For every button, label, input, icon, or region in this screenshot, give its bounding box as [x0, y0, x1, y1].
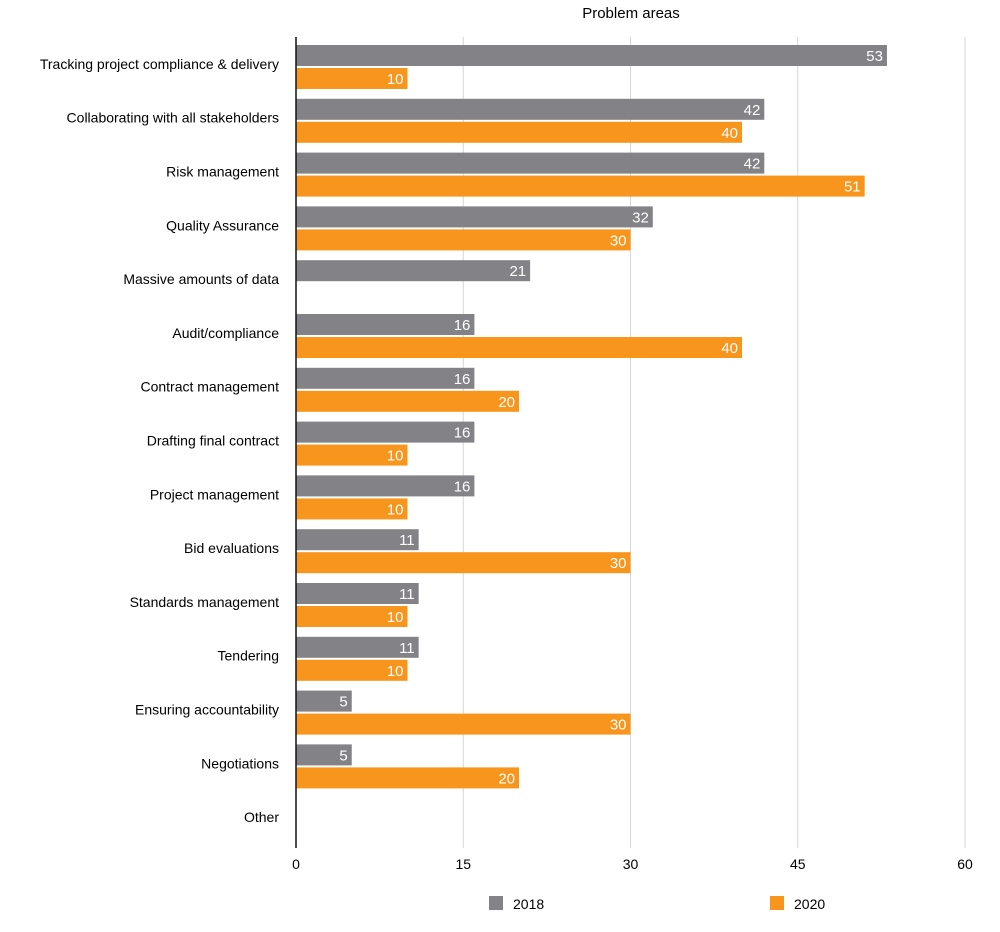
- category-label: Collaborating with all stakeholders: [67, 110, 279, 126]
- category-label: Audit/compliance: [172, 325, 279, 341]
- category-label: Other: [244, 809, 279, 825]
- category-label: Risk management: [166, 164, 279, 180]
- bar-2020: [296, 229, 631, 251]
- bar-2020: [296, 659, 408, 681]
- bar-2018: [296, 690, 352, 712]
- bar-2018: [296, 314, 475, 335]
- category-label: Ensuring accountability: [135, 702, 279, 718]
- legend: 2018 2020: [489, 896, 825, 912]
- bar-2018: [296, 475, 475, 497]
- bar-2020: [296, 498, 408, 520]
- bar-2018: [296, 260, 531, 282]
- category-label: Quality Assurance: [166, 217, 279, 233]
- bar-2018: [296, 636, 419, 658]
- category-label: Tracking project compliance & delivery: [40, 56, 279, 72]
- bar-2020: [296, 175, 865, 197]
- bar-2020: [296, 444, 408, 466]
- category-label: Contract management: [140, 379, 279, 395]
- data-label: 16: [454, 371, 471, 388]
- legend-label: 2020: [794, 896, 825, 912]
- category-label: Standards management: [130, 594, 280, 610]
- bar-2020: [296, 68, 408, 89]
- data-label: 16: [454, 478, 471, 495]
- category-label: Drafting final contract: [147, 433, 279, 449]
- bar-2018: [296, 744, 352, 766]
- data-label: 10: [387, 663, 404, 680]
- data-label: 30: [610, 232, 627, 249]
- data-label: 20: [498, 394, 515, 411]
- x-tick-label: 60: [957, 856, 973, 872]
- data-label: 30: [610, 555, 627, 572]
- data-label: 16: [454, 317, 471, 334]
- bar-2020: [296, 337, 742, 358]
- chart-title: Problem areas: [582, 5, 680, 22]
- x-axis-ticks: 0 15 30 45 60: [292, 856, 973, 872]
- data-label: 53: [866, 48, 883, 65]
- data-label: 32: [632, 209, 649, 226]
- data-label: 11: [399, 640, 415, 657]
- data-label: 11: [399, 586, 415, 603]
- x-tick-label: 15: [455, 856, 471, 872]
- data-label: 42: [744, 102, 761, 119]
- x-tick-label: 0: [292, 856, 300, 872]
- bar-2018: [296, 45, 887, 66]
- bars: 53 10 42 40 42 51 32 30 21 16 40 16 20 16 10 16 10 11 30 11…: [296, 45, 887, 789]
- category-labels: Tracking project compliance & delivery Co…: [40, 56, 279, 825]
- legend-swatch-2018: [489, 896, 503, 910]
- data-label: 11: [399, 532, 415, 549]
- legend-label: 2018: [513, 896, 544, 912]
- bar-2018: [296, 98, 765, 120]
- bar-2018: [296, 421, 475, 443]
- x-tick-label: 30: [623, 856, 639, 872]
- data-label: 30: [610, 717, 627, 734]
- bar-2020: [296, 713, 631, 735]
- data-label: 40: [721, 340, 738, 357]
- category-label: Negotiations: [201, 755, 279, 771]
- category-label: Bid evaluations: [184, 540, 279, 556]
- data-label: 10: [387, 501, 404, 518]
- data-label: 10: [387, 71, 404, 88]
- bar-2018: [296, 367, 475, 389]
- bar-2018: [296, 529, 419, 551]
- data-label: 40: [721, 125, 738, 142]
- data-label: 51: [844, 179, 861, 196]
- data-label: 20: [498, 770, 515, 787]
- data-label: 10: [387, 448, 404, 465]
- data-label: 42: [744, 156, 761, 173]
- category-label: Tendering: [218, 648, 280, 664]
- bar-2020: [296, 606, 408, 627]
- bar-2020: [296, 552, 631, 574]
- bar-2020: [296, 121, 742, 143]
- bar-2018: [296, 583, 419, 604]
- data-label: 16: [454, 425, 471, 442]
- bar-2020: [296, 767, 519, 789]
- category-label: Massive amounts of data: [123, 271, 279, 287]
- data-label: 5: [339, 694, 347, 711]
- category-label: Project management: [150, 486, 279, 502]
- x-tick-label: 45: [790, 856, 806, 872]
- data-label: 21: [509, 263, 526, 280]
- bar-2018: [296, 152, 765, 174]
- bar-2020: [296, 390, 519, 412]
- data-label: 10: [387, 609, 404, 626]
- bar-2018: [296, 206, 653, 228]
- data-label: 5: [339, 747, 347, 764]
- legend-swatch-2020: [770, 896, 784, 910]
